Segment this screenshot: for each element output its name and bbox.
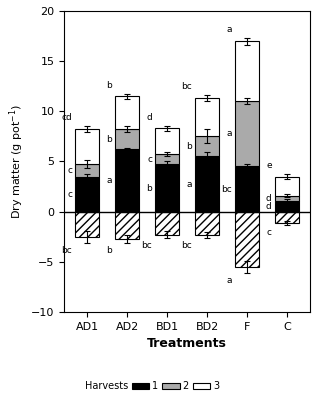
- Text: d: d: [266, 194, 272, 203]
- Bar: [155, 212, 179, 235]
- Text: b: b: [106, 135, 112, 144]
- Text: b: b: [146, 184, 152, 192]
- Text: bc: bc: [61, 246, 72, 255]
- Text: bc: bc: [181, 82, 192, 91]
- Text: cd: cd: [61, 113, 72, 122]
- Y-axis label: Dry matter (g pot$^{-1}$): Dry matter (g pot$^{-1}$): [7, 104, 26, 219]
- Text: c: c: [147, 155, 152, 164]
- Text: c: c: [67, 166, 72, 175]
- Bar: [155, 164, 179, 212]
- X-axis label: Treatments: Treatments: [147, 337, 227, 350]
- Bar: [75, 176, 99, 212]
- Bar: [155, 154, 179, 164]
- Bar: [235, 212, 259, 267]
- Text: a: a: [226, 129, 232, 138]
- Text: e: e: [266, 161, 272, 170]
- Bar: [195, 212, 219, 235]
- Bar: [75, 164, 99, 176]
- Bar: [235, 101, 259, 166]
- Bar: [275, 212, 299, 223]
- Text: b: b: [186, 142, 192, 151]
- Text: a: a: [186, 180, 192, 188]
- Bar: [275, 201, 299, 212]
- Bar: [235, 166, 259, 212]
- Text: a: a: [226, 276, 232, 285]
- Bar: [75, 129, 99, 164]
- Text: b: b: [106, 246, 112, 255]
- Bar: [275, 196, 299, 201]
- Text: b: b: [106, 81, 112, 90]
- Text: c: c: [267, 228, 272, 237]
- Bar: [195, 98, 219, 136]
- Bar: [75, 212, 99, 237]
- Text: bc: bc: [141, 241, 152, 250]
- Bar: [195, 156, 219, 212]
- Text: a: a: [107, 176, 112, 185]
- Text: c: c: [67, 190, 72, 198]
- Bar: [275, 176, 299, 196]
- Text: d: d: [146, 113, 152, 122]
- Bar: [195, 136, 219, 156]
- Text: d: d: [266, 202, 272, 211]
- Bar: [235, 41, 259, 101]
- Text: bc: bc: [221, 184, 232, 194]
- Text: bc: bc: [181, 241, 192, 250]
- Text: a: a: [226, 24, 232, 34]
- Bar: [115, 96, 139, 129]
- Bar: [115, 129, 139, 150]
- Bar: [115, 150, 139, 212]
- Bar: [115, 212, 139, 239]
- Bar: [155, 128, 179, 154]
